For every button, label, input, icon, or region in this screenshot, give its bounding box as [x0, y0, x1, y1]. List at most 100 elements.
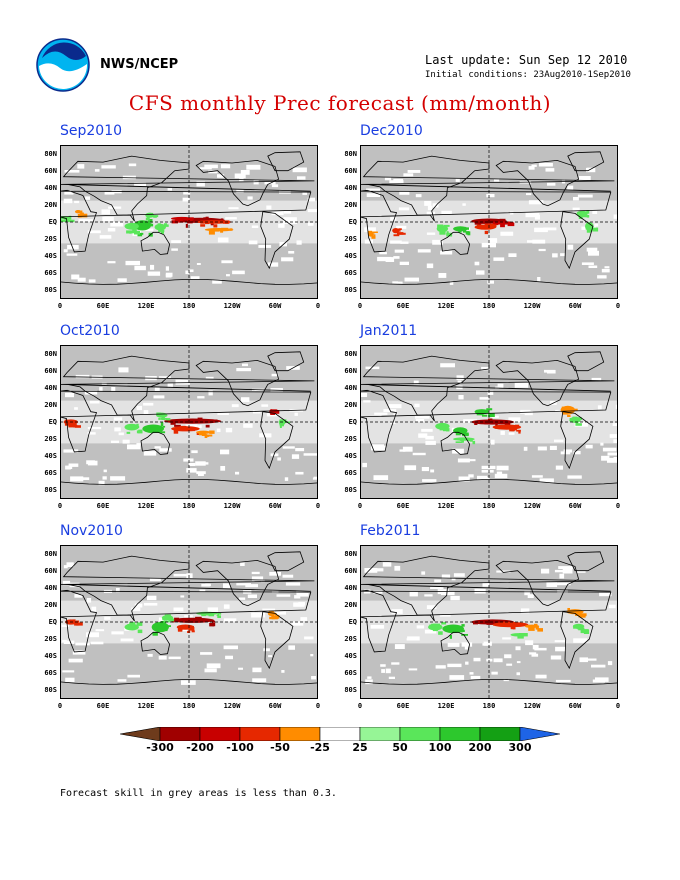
anomaly-cell — [561, 406, 568, 411]
skill-patch — [385, 668, 391, 674]
coastline — [140, 431, 171, 455]
anomaly-cell — [461, 439, 464, 443]
skill-patch — [276, 594, 291, 597]
skill-patch — [147, 595, 157, 601]
skill-patch — [506, 663, 513, 666]
lon-tick-label: 0 — [615, 302, 621, 310]
skill-patch — [205, 376, 214, 379]
anomaly-cell — [575, 423, 582, 426]
map-svg — [60, 545, 318, 699]
anomaly-cell — [211, 620, 215, 623]
anomaly-cell — [580, 613, 587, 617]
skill-patch — [451, 578, 456, 581]
skill-patch — [449, 280, 454, 285]
anomaly-cell — [137, 232, 143, 237]
skill-patch — [602, 447, 617, 452]
lon-tick-label: 120E — [137, 302, 155, 310]
anomaly-cell — [206, 434, 210, 437]
skill-patch — [547, 182, 556, 186]
anomaly-cell — [279, 422, 285, 425]
coastline — [495, 559, 580, 607]
skill-patch — [183, 458, 194, 462]
skill-patch — [579, 657, 588, 663]
skill-patch — [497, 383, 504, 389]
skill-patch — [67, 245, 79, 250]
anomaly-cell — [127, 624, 132, 627]
colorbar-swatch — [239, 727, 281, 741]
anomaly-cell — [476, 224, 483, 228]
skill-patch — [223, 583, 231, 589]
skill-patch — [532, 644, 539, 650]
skill-patch — [404, 277, 419, 282]
skill-patch — [71, 274, 80, 280]
skill-patch — [549, 445, 557, 450]
anomaly-cell — [478, 222, 481, 225]
anomaly-cell — [369, 231, 375, 234]
skill-patch — [422, 479, 437, 482]
anomaly-cell — [481, 409, 488, 412]
skill-patch — [597, 275, 607, 279]
skill-patch — [99, 387, 103, 392]
skill-note: Forecast skill in grey areas is less tha… — [60, 788, 337, 799]
lon-tick-label: 180 — [482, 302, 496, 310]
skill-patch — [226, 274, 230, 277]
skill-patch — [607, 661, 613, 666]
skill-patch — [284, 477, 289, 481]
skill-patch — [367, 676, 372, 679]
skill-patch — [117, 278, 127, 282]
skill-patch — [252, 678, 267, 682]
coastline — [260, 611, 294, 670]
skill-patch — [465, 661, 469, 665]
lon-tick-label: 120W — [223, 702, 241, 710]
anomaly-cell — [158, 223, 161, 226]
colorbar-swatch — [319, 727, 361, 741]
anomaly-cell — [481, 221, 488, 224]
anomaly-cell — [575, 612, 582, 616]
lon-tick-label: 60W — [568, 502, 582, 510]
skill-patch — [600, 442, 604, 446]
skill-patch — [577, 194, 593, 198]
lat-tick-label: 80S — [44, 286, 57, 295]
skill-patch — [373, 475, 389, 480]
anomaly-cell — [77, 210, 81, 213]
skill-patch — [496, 465, 509, 471]
anomaly-cell — [572, 416, 578, 420]
anomaly-cell — [60, 219, 63, 222]
anomaly-cell — [455, 441, 463, 443]
anomaly-cell — [373, 234, 376, 237]
anomaly-cell — [476, 412, 484, 416]
skill-patch — [464, 644, 468, 650]
anomaly-cell — [130, 624, 135, 628]
lon-tick-label: 120E — [437, 302, 455, 310]
skill-patch — [85, 196, 91, 200]
anomaly-cell — [138, 429, 143, 434]
coastline — [267, 151, 305, 172]
anomaly-cell — [220, 218, 224, 220]
skill-patch — [240, 562, 245, 566]
skill-patch — [362, 462, 367, 468]
skill-patch — [101, 165, 116, 169]
anomaly-cell — [150, 427, 155, 432]
skill-patch — [515, 646, 521, 651]
skill-patch — [297, 176, 306, 180]
skill-patch — [296, 593, 309, 597]
skill-patch — [125, 260, 140, 266]
anomaly-cell — [567, 608, 570, 611]
coastline — [260, 211, 294, 270]
lat-tick-label: 60S — [44, 269, 57, 278]
anomaly-cell — [175, 218, 178, 222]
colorbar-tick-label: -50 — [270, 741, 290, 754]
map-panel-jan2011 — [360, 345, 618, 499]
lat-tick-label: EQ — [348, 418, 357, 426]
colorbar-tick-label: 100 — [428, 741, 452, 754]
anomaly-cell — [441, 428, 448, 430]
map-svg — [360, 545, 618, 699]
lat-tick-label: 40S — [344, 252, 357, 261]
skill-patch — [403, 173, 414, 177]
colorbar — [120, 727, 560, 741]
skill-patch — [196, 471, 206, 475]
anomaly-cell — [458, 228, 462, 233]
anomaly-cell — [164, 614, 169, 618]
skill-patch — [240, 170, 250, 175]
lon-tick-label: 0 — [615, 502, 621, 510]
